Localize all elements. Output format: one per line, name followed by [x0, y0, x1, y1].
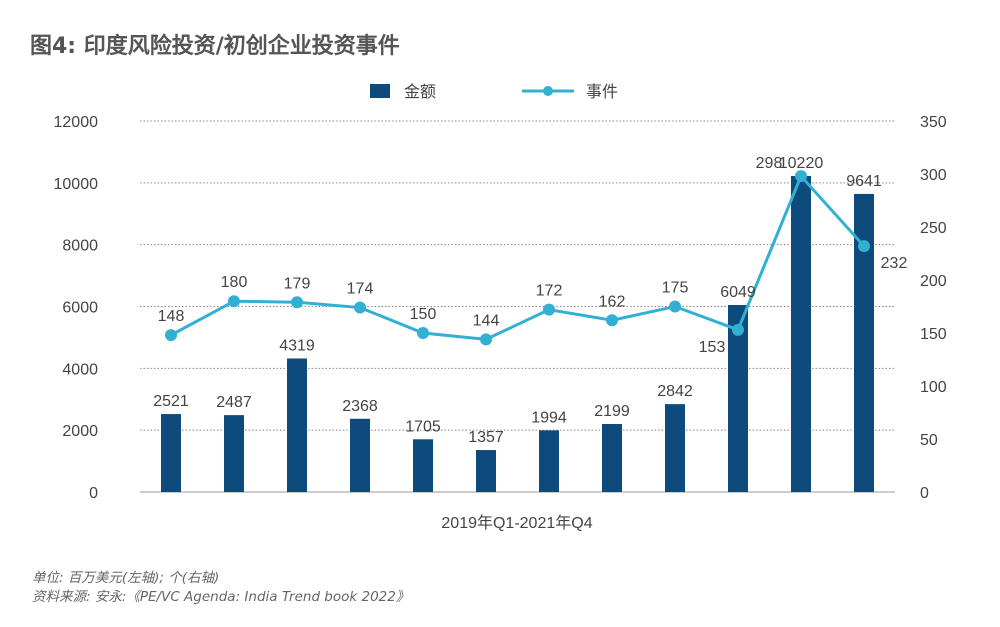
- bar-value-label: 9641: [846, 173, 882, 190]
- bar-value-label: 2842: [657, 383, 693, 400]
- bar: [665, 404, 685, 492]
- legend-label-events: 事件: [586, 82, 619, 101]
- bar: [728, 304, 748, 492]
- legend-item-events: 事件: [522, 78, 618, 102]
- event-point: [417, 327, 429, 339]
- event-point: [354, 301, 366, 314]
- event-value-label: 232: [881, 255, 908, 272]
- event-point: [165, 329, 177, 342]
- bar: [602, 424, 622, 492]
- bar: [476, 450, 496, 492]
- bar: [413, 439, 433, 492]
- event-value-label: 148: [158, 308, 185, 325]
- right-tick-label: 300: [920, 167, 947, 184]
- event-point: [732, 323, 744, 336]
- left-tick-label: 0: [89, 485, 98, 502]
- bar-value-label: 2368: [342, 398, 378, 415]
- bar-value-label: 2521: [153, 393, 189, 410]
- bar-value-label: 10220: [779, 155, 824, 172]
- right-tick-label: 0: [920, 485, 929, 502]
- left-tick-label: 10000: [54, 176, 99, 193]
- event-value-label: 180: [221, 274, 248, 291]
- right-tick-label: 150: [920, 326, 947, 343]
- event-value-label: 175: [662, 280, 689, 297]
- event-point: [606, 314, 618, 327]
- event-value-label: 162: [599, 293, 626, 310]
- right-tick-label: 350: [920, 114, 947, 131]
- event-value-label: 174: [347, 281, 374, 298]
- event-line: [170, 173, 866, 341]
- left-tick-label: 8000: [62, 238, 98, 255]
- bar-value-label: 4319: [279, 337, 315, 354]
- right-tick-label: 50: [920, 432, 938, 449]
- event-point: [858, 240, 870, 253]
- bar: [854, 193, 874, 492]
- bar-value-label: 2487: [216, 394, 252, 411]
- unit-note: 单位: 百万美元(左轴); 个(右轴): [32, 570, 220, 586]
- event-value-label: 298: [756, 155, 783, 172]
- footer: 单位: 百万美元(左轴); 个(右轴) 资料来源: 安永:《PE/VC Agen…: [32, 569, 409, 607]
- legend-bar-swatch: [370, 84, 390, 98]
- event-value-label: 179: [284, 275, 311, 292]
- left-tick-label: 4000: [62, 361, 98, 378]
- left-tick-label: 2000: [62, 423, 98, 440]
- left-tick-label: 12000: [54, 114, 99, 131]
- left-tick-label: 6000: [62, 300, 98, 317]
- legend-item-amount: 金额: [370, 78, 436, 102]
- bar-value-label: 1705: [405, 418, 441, 435]
- bar: [539, 430, 559, 492]
- event-value-label: 153: [699, 339, 726, 356]
- bar-value-label: 1994: [531, 409, 567, 426]
- event-point: [480, 333, 492, 346]
- bar: [161, 414, 181, 492]
- event-value-label: 144: [473, 312, 500, 329]
- event-point: [795, 170, 807, 183]
- bar: [350, 418, 370, 492]
- right-tick-label: 100: [920, 379, 947, 396]
- right-tick-label: 250: [920, 220, 947, 237]
- source-note: 资料来源: 安永:《PE/VC Agenda: India Trend book…: [32, 589, 410, 605]
- bar: [287, 358, 307, 492]
- bar-value-label: 1357: [468, 429, 504, 446]
- event-value-label: 172: [536, 283, 563, 300]
- legend-label-amount: 金额: [404, 82, 437, 101]
- event-point: [228, 295, 240, 308]
- bar: [791, 176, 811, 492]
- right-tick-label: 200: [920, 273, 947, 290]
- legend-line-swatch: [522, 86, 574, 96]
- event-point: [543, 303, 555, 316]
- bar: [224, 415, 244, 492]
- bar-value-label: 6049: [720, 284, 756, 301]
- chart-title: 图4: 印度风险投资/初创企业投资事件: [30, 34, 400, 59]
- event-value-label: 150: [410, 306, 437, 323]
- event-point: [669, 300, 681, 313]
- event-point: [291, 296, 303, 309]
- x-axis-label: 2019年Q1-2021年Q4: [441, 514, 592, 532]
- bar-value-label: 2199: [594, 403, 630, 420]
